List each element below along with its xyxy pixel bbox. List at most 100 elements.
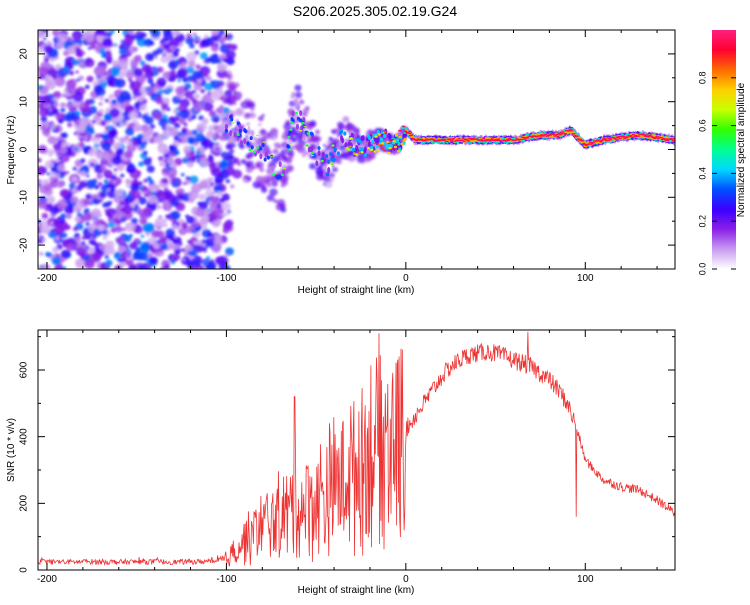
heatmap-cell <box>38 165 47 176</box>
heatmap-cell <box>124 222 136 232</box>
heatmap-cell <box>258 123 262 127</box>
heatmap-cell <box>174 249 181 255</box>
heatmap-cell <box>192 70 203 80</box>
colorbar-tick-label: 0.6 <box>697 119 707 132</box>
heatmap-cell <box>208 161 216 169</box>
heatmap-cell <box>216 62 227 72</box>
heatmap-cell <box>105 30 111 33</box>
heatmap-cell <box>133 80 143 89</box>
figure-title: S206.2025.305.02.19.G24 <box>293 3 457 19</box>
heatmap-cell <box>56 163 66 172</box>
heatmap-cell <box>153 88 159 94</box>
heatmap-cell <box>111 99 117 105</box>
heatmap-cell <box>373 150 377 153</box>
heatmap-cell <box>133 68 143 77</box>
heatmap-cell <box>92 146 99 153</box>
heatmap-cell <box>294 142 304 151</box>
heatmap-cell <box>172 254 180 261</box>
heatmap-cell <box>558 134 562 136</box>
heatmap-cell <box>183 145 191 153</box>
heatmap-cell <box>194 39 200 45</box>
heatmap-cell <box>171 199 180 207</box>
heatmap-cell <box>295 132 304 140</box>
heatmap-cell <box>324 180 333 188</box>
heatmap-cell <box>46 172 51 176</box>
heatmap-cell <box>79 170 87 177</box>
heatmap-cell <box>246 141 250 146</box>
heatmap-cell <box>65 213 72 220</box>
heatmap-cell <box>121 227 126 232</box>
heatmap-cell <box>219 198 226 203</box>
heatmap-cell <box>148 179 155 185</box>
heatmap-cell <box>591 141 596 144</box>
heatmap-cell <box>225 143 233 151</box>
heatmap-cell <box>103 169 113 179</box>
heatmap-cell <box>423 140 428 142</box>
heatmap-cell <box>294 91 303 99</box>
heatmap-cell <box>149 40 155 46</box>
heatmap-cell <box>602 137 606 140</box>
heatmap-cell <box>273 199 278 203</box>
heatmap-cell <box>326 172 330 177</box>
heatmap-cell <box>227 161 234 168</box>
heatmap-cell <box>38 182 42 187</box>
heatmap-cell <box>134 31 144 41</box>
heatmap-cell <box>343 131 347 136</box>
heatmap-cell <box>255 161 264 169</box>
heatmap-cell <box>383 150 387 152</box>
heatmap-cell <box>115 79 122 86</box>
heatmap-cell <box>193 141 199 147</box>
heatmap-cell <box>93 114 100 121</box>
heatmap-cell <box>170 259 176 265</box>
heatmap-cell <box>74 146 79 151</box>
heatmap-cell <box>38 67 49 77</box>
heatmap-cell <box>299 100 305 105</box>
heatmap-cell <box>490 138 494 140</box>
heatmap-cell <box>61 93 66 98</box>
heatmap-cell <box>390 138 394 141</box>
heatmap-cell <box>186 66 195 74</box>
heatmap-cell <box>187 239 192 244</box>
heatmap-cell <box>247 176 252 181</box>
heatmap-cell <box>180 256 191 266</box>
heatmap-cell <box>157 89 164 95</box>
heatmap-cell <box>85 221 91 227</box>
colorbar-gradient <box>712 30 736 269</box>
heatmap-cell <box>211 219 221 228</box>
heatmap-cell <box>132 141 137 146</box>
heatmap-cell <box>140 241 151 251</box>
heatmap-cell <box>356 155 365 164</box>
heatmap-cell <box>78 180 87 189</box>
heatmap-cell <box>60 232 68 239</box>
heatmap-cell <box>173 181 179 186</box>
heatmap-cell <box>467 140 471 142</box>
heatmap-cell <box>110 211 116 217</box>
heatmap-cell <box>317 150 321 156</box>
heatmap-cell <box>78 75 84 81</box>
heatmap-cell <box>255 175 265 184</box>
heatmap-cell <box>167 156 174 163</box>
heatmap-cell <box>208 110 217 117</box>
heatmap-cell <box>407 132 412 135</box>
heatmap-cell <box>352 152 357 155</box>
heatmap-cell <box>55 173 61 178</box>
heatmap-cell <box>482 137 486 140</box>
heatmap-cell <box>57 118 64 124</box>
heatmap-cell <box>243 112 251 119</box>
heatmap-cell <box>132 181 140 189</box>
heatmap-cell <box>224 128 229 133</box>
heatmap-cell <box>45 133 50 138</box>
heatmap-cell <box>309 120 317 127</box>
heatmap-cell <box>380 148 385 150</box>
heatmap-cell <box>269 132 278 141</box>
heatmap-cell <box>49 176 55 182</box>
heatmap-cell <box>210 182 215 186</box>
heatmap-cell <box>479 139 484 141</box>
heatmap-cell <box>97 224 105 231</box>
heatmap-cell <box>310 151 315 155</box>
heatmap-cell <box>84 84 90 89</box>
heatmap-cell <box>315 160 319 167</box>
heatmap-cell <box>40 224 51 235</box>
heatmap-cell <box>457 138 461 140</box>
heatmap-cell <box>72 166 77 171</box>
